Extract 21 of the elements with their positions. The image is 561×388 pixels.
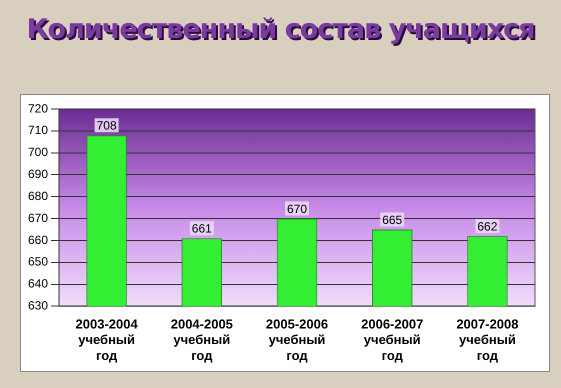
x-tick-label: 2005-2006 учебный год [266,316,328,363]
y-tick-label: 630 [28,298,48,313]
x-tick-label: 2006-2007 учебный год [361,316,424,363]
data-label: 670 [286,202,308,216]
y-tick-label: 680 [28,188,48,203]
data-label: 665 [382,212,403,227]
y-tick-label: 700 [28,145,48,160]
x-tick-label: 2004-2005 учебный год [170,316,233,363]
data-label: 662 [477,219,498,234]
x-tick-label: 2007-2008 учебный год [456,316,518,363]
x-tick-label: 2003-2004 учебный год [76,316,138,363]
y-tick-label: 720 [28,101,48,116]
chart-title: Количественный состав учащихся [25,14,536,45]
y-tick-label: 660 [28,232,48,247]
y-tick-label: 690 [28,167,48,182]
data-label: 661 [192,222,212,236]
y-tick-label: 670 [28,210,48,225]
y-tick-label: 650 [28,254,48,269]
data-label: 708 [96,118,117,133]
y-tick-label: 640 [28,276,48,291]
y-tick-label: 710 [28,123,48,138]
